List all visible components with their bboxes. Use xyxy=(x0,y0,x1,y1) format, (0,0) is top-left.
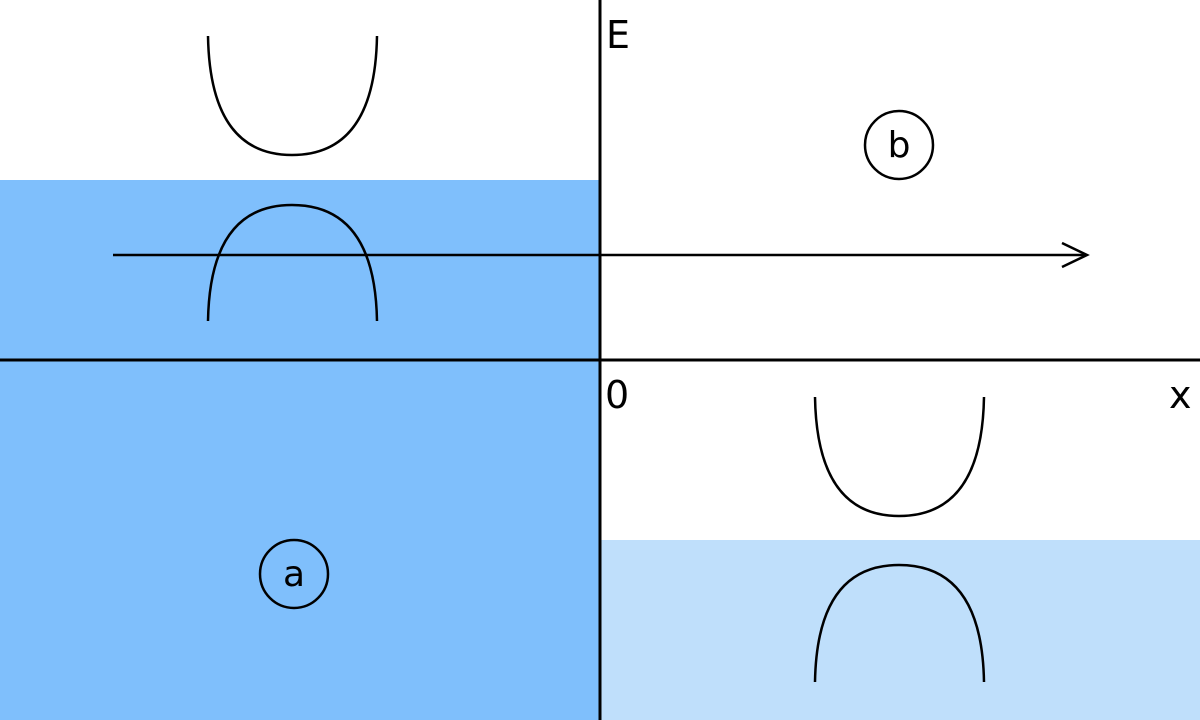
left-valence-band-curve xyxy=(206,203,379,322)
left-occupied-region xyxy=(0,180,600,720)
right-valence-band-curve xyxy=(813,563,986,683)
right-conduction-band-curve xyxy=(813,396,986,518)
region-a-label: a xyxy=(283,554,305,595)
energy-arrow-head xyxy=(1061,241,1090,269)
region-b-circle xyxy=(863,109,935,181)
left-conduction-band-curve xyxy=(206,35,379,157)
origin-label: 0 xyxy=(605,373,629,417)
x-axis-label: x xyxy=(1169,373,1192,417)
right-occupied-region xyxy=(600,540,1200,720)
region-b-label: b xyxy=(888,125,911,166)
y-axis-label: E xyxy=(606,13,630,57)
region-a-circle xyxy=(258,538,330,610)
